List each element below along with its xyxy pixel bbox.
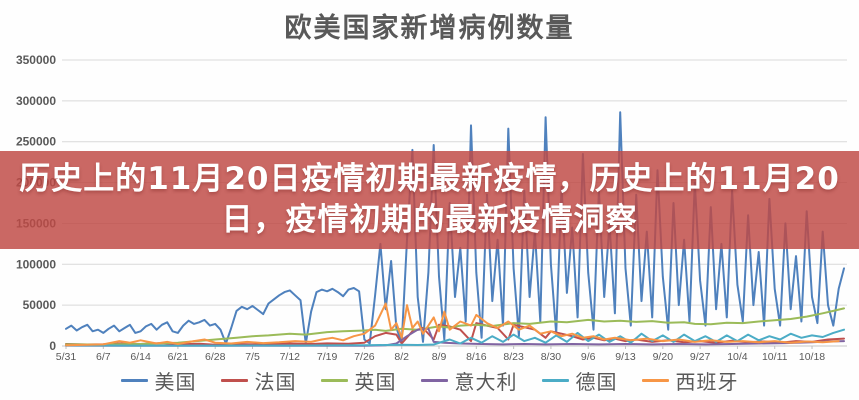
x-axis-label: 10/4 [727,351,748,363]
x-axis-label: 9/20 [653,351,674,363]
x-axis-label: 8/9 [432,351,447,363]
y-axis-label: 250000 [16,135,56,149]
chart-title: 欧美国家新增病例数量 [284,13,575,44]
legend-item: 法国 [220,366,297,395]
legend-label: 英国 [354,369,397,394]
x-axis-label: 6/28 [205,351,226,363]
legend-swatch [220,378,248,382]
legend-swatch [320,378,348,382]
legend-swatch [420,378,448,382]
y-axis-label: 300000 [16,94,56,108]
legend-label: 意大利 [454,369,518,394]
y-axis-label: 0 [49,339,56,353]
series-line [65,328,845,347]
headline-line-1: 历史上的11月20日疫情初期最新疫情，历史上的11月20 [19,161,840,197]
x-axis-label: 5/31 [56,351,77,363]
legend-item: 美国 [120,366,197,395]
headline-line-2: 日，疫情初期的最新疫情洞察 [221,202,638,238]
legend-item: 意大利 [420,366,518,395]
x-axis-label: 8/2 [394,351,409,363]
x-axis-label: 6/7 [96,351,111,363]
y-axis-label: 350000 [16,53,56,67]
x-axis-label: 10/18 [799,351,825,363]
x-axis-label: 7/5 [245,351,260,363]
legend-label: 法国 [254,369,297,394]
legend-label: 西班牙 [675,369,739,394]
legend-item: 西班牙 [641,366,739,395]
x-axis-label: 10/11 [762,351,788,363]
x-axis-label: 9/27 [690,351,711,363]
legend-item: 德国 [541,366,618,395]
series-line [65,302,840,347]
x-axis-label: 7/19 [317,351,338,363]
y-axis-label: 100000 [16,257,56,271]
x-axis-label: 8/30 [541,351,562,363]
x-axis-label: 8/23 [503,351,524,363]
legend-item: 英国 [320,366,397,395]
series-line [65,111,845,345]
legend-swatch [641,378,669,382]
headline-overlay: 历史上的11月20日疫情初期最新疫情，历史上的11月20 日，疫情初期的最新疫情… [0,151,859,249]
x-axis-label: 6/21 [168,351,189,363]
legend-swatch [541,378,569,382]
legend-label: 美国 [154,369,197,394]
legend-label: 德国 [575,369,618,394]
x-axis-label: 7/26 [354,351,375,363]
y-axis-label: 50000 [23,298,57,312]
x-axis-label: 8/16 [466,351,487,363]
legend-swatch [120,378,148,382]
x-axis-label: 6/14 [130,351,151,363]
chart-legend: 美国 法国 英国 意大利 德国 西班牙 [0,364,859,396]
x-axis-label: 9/6 [581,351,596,363]
x-axis-label: 7/12 [280,351,301,363]
x-axis-label: 9/13 [615,351,636,363]
